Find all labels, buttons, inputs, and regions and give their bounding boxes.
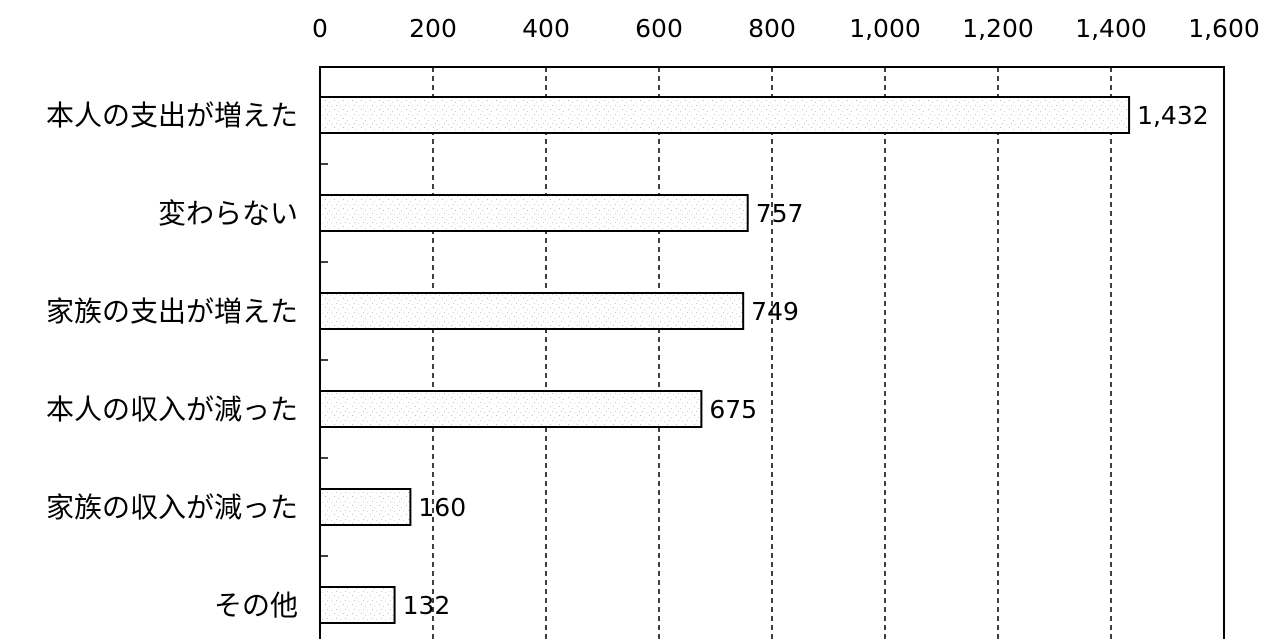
data-label: 160: [418, 493, 466, 522]
x-tick-label: 200: [409, 14, 457, 43]
x-tick-label: 1,400: [1075, 14, 1147, 43]
data-label: 1,432: [1137, 101, 1209, 130]
bar: [319, 96, 1131, 134]
x-tick-label: 800: [748, 14, 796, 43]
category-label: 家族の支出が増えた: [46, 295, 298, 328]
x-axis-ticks: 0 200 400 600 800 1,000 1,200 1,400 1,600: [312, 14, 1260, 557]
data-label: 132: [403, 591, 451, 620]
x-tick-label: 1,000: [849, 14, 921, 43]
gridlines: [432, 67, 1112, 643]
data-label: 757: [756, 199, 804, 228]
plot-area-frame: [319, 66, 1225, 643]
category-label: 本人の収入が減った: [46, 393, 298, 426]
bar: [319, 292, 745, 330]
bar: [319, 586, 396, 624]
category-label: 家族の収入が減った: [46, 491, 298, 524]
category-label: その他: [214, 589, 298, 622]
x-tick-label: 600: [635, 14, 683, 43]
bars: [319, 96, 1131, 624]
x-tick-label: 1,600: [1188, 14, 1260, 43]
bar: [319, 488, 412, 526]
data-label: 749: [751, 297, 799, 326]
labels: 本人の支出が増えた 1,432 変わらない 757 家族の支出が増えた 749 本人の収入が…: [46, 99, 1209, 622]
x-tick-label: 1,200: [962, 14, 1034, 43]
x-tick-label: 0: [312, 14, 328, 43]
category-label: 変わらない: [158, 197, 298, 230]
category-label: 本人の支出が増えた: [46, 99, 298, 132]
bar: [319, 194, 749, 232]
data-label: 675: [709, 395, 757, 424]
x-tick-label: 400: [522, 14, 570, 43]
bar: [319, 390, 703, 428]
